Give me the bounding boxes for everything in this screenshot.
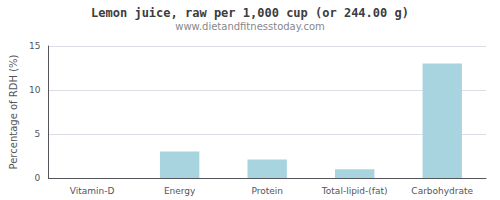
svg-text:Percentage of RDH (%): Percentage of RDH (%) xyxy=(8,54,19,169)
svg-text:Carbohydrate: Carbohydrate xyxy=(411,186,473,196)
svg-text:Protein: Protein xyxy=(251,186,283,196)
svg-text:5: 5 xyxy=(35,129,41,139)
svg-text:0: 0 xyxy=(35,173,41,183)
svg-text:www.dietandfitnesstoday.com: www.dietandfitnesstoday.com xyxy=(175,21,324,32)
svg-text:Vitamin-D: Vitamin-D xyxy=(70,186,115,196)
svg-text:10: 10 xyxy=(29,85,41,95)
svg-text:Lemon juice, raw per 1,000 cup: Lemon juice, raw per 1,000 cup (or 244.0… xyxy=(91,6,409,20)
svg-text:15: 15 xyxy=(29,41,40,51)
svg-text:Total-lipid-(fat): Total-lipid-(fat) xyxy=(321,186,388,196)
svg-text:Energy: Energy xyxy=(164,186,196,196)
